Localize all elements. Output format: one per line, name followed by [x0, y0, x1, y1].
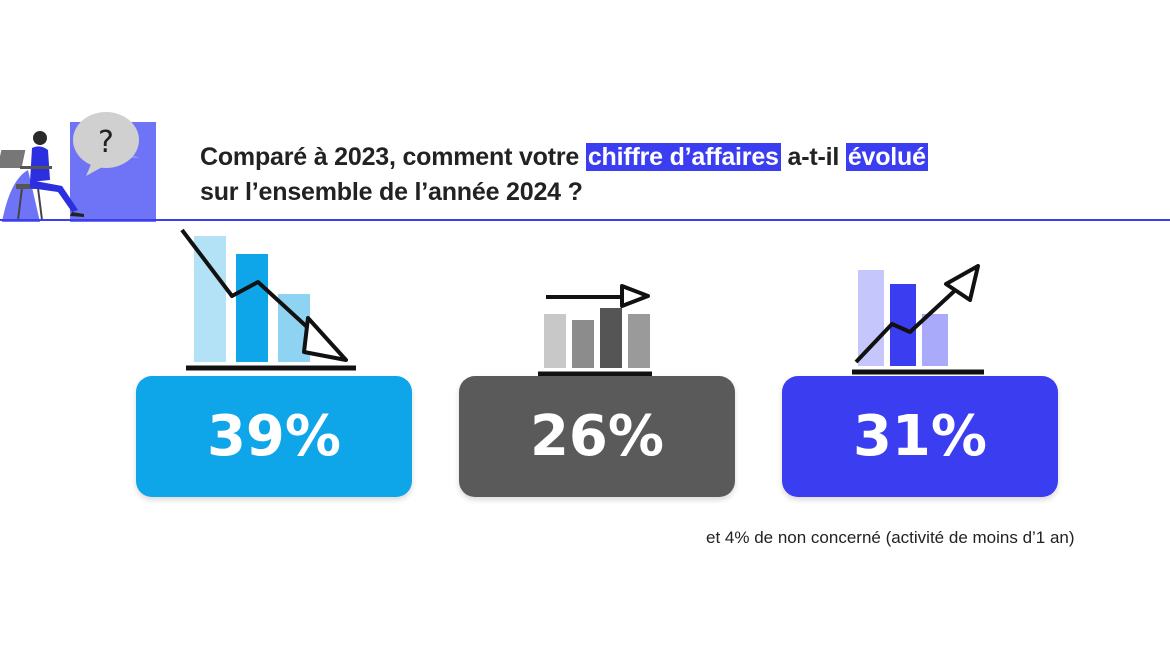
increase-trend-icon [852, 264, 984, 375]
stable-trend-icon [538, 284, 652, 377]
stable-value: 26% [529, 404, 665, 469]
question-text-line2: sur l’ensemble de l’année 2024 ? [200, 178, 583, 206]
person-question-illustration: ? [0, 112, 156, 222]
person-icon [0, 131, 84, 221]
decrease-value-card: 39% [136, 376, 412, 497]
footnote: et 4% de non concerné (activité de moins… [706, 528, 1075, 547]
question-text-part2: a-t-il [780, 143, 846, 171]
svg-text:?: ? [98, 125, 114, 160]
decrease-trend-icon [180, 228, 356, 371]
increase-value: 31% [852, 404, 988, 469]
decrease-value: 39% [206, 404, 342, 469]
question-text-part1: Comparé à 2023, comment votre [200, 143, 586, 171]
question-bubble-icon: ? [73, 112, 139, 176]
highlight-revenue: chiffre d’affaires [585, 143, 781, 171]
question-title: Comparé à 2023, comment votre chiffre d’… [200, 140, 1100, 210]
title-divider [0, 219, 1170, 221]
increase-value-card: 31% [782, 376, 1058, 497]
highlight-evolved: évolué [845, 143, 928, 171]
stable-value-card: 26% [459, 376, 735, 497]
